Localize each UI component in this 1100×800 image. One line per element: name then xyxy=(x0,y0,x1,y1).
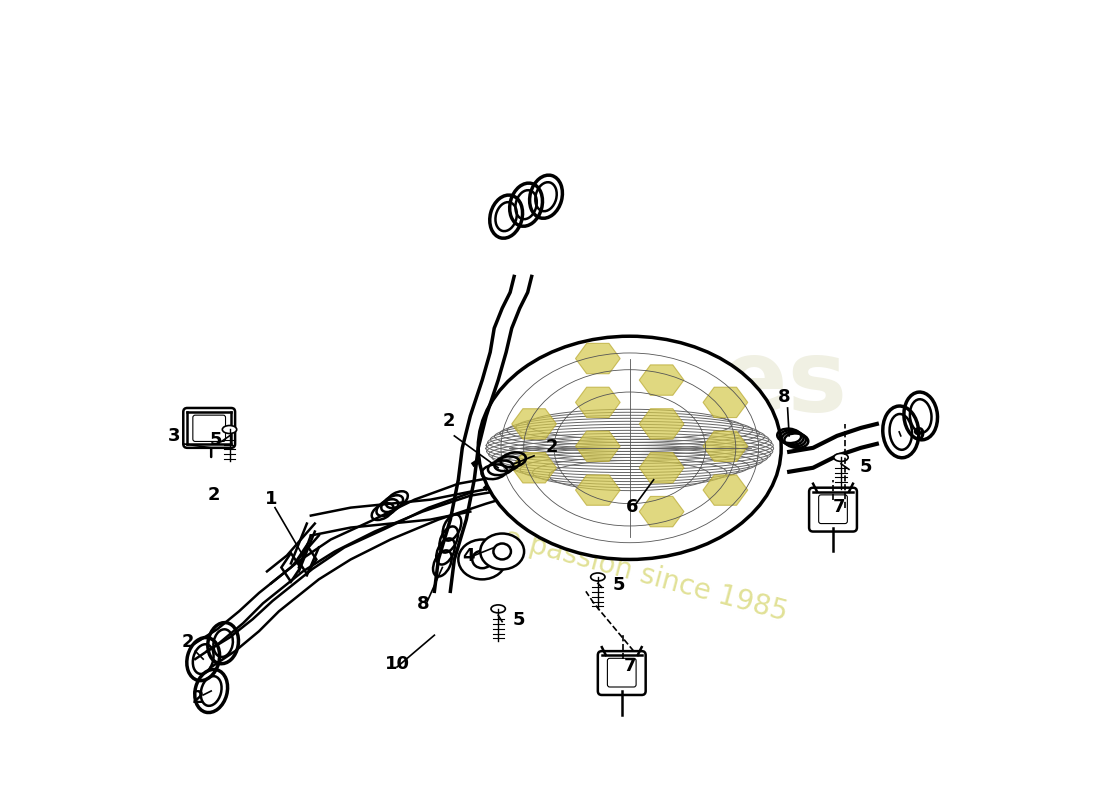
Text: 3: 3 xyxy=(167,427,179,446)
FancyBboxPatch shape xyxy=(184,408,235,448)
Polygon shape xyxy=(512,409,557,439)
Text: 5: 5 xyxy=(513,611,525,629)
Ellipse shape xyxy=(481,534,524,570)
Text: 5: 5 xyxy=(859,458,872,476)
Text: 1: 1 xyxy=(265,490,278,508)
Text: 5: 5 xyxy=(210,431,222,450)
Polygon shape xyxy=(703,431,748,462)
Text: 2: 2 xyxy=(546,438,559,456)
Polygon shape xyxy=(639,365,684,395)
Text: 4: 4 xyxy=(462,547,475,565)
Ellipse shape xyxy=(459,539,506,579)
FancyBboxPatch shape xyxy=(597,651,646,695)
Text: 7: 7 xyxy=(624,657,636,675)
Text: 2: 2 xyxy=(182,633,195,651)
Text: 2: 2 xyxy=(207,486,220,504)
Text: a passion since 1985: a passion since 1985 xyxy=(500,524,791,626)
Ellipse shape xyxy=(222,426,236,434)
Ellipse shape xyxy=(491,605,505,613)
Polygon shape xyxy=(639,409,684,439)
Polygon shape xyxy=(575,431,620,462)
Text: 2: 2 xyxy=(442,412,455,430)
Polygon shape xyxy=(512,453,557,483)
Text: 10: 10 xyxy=(385,655,410,674)
Text: 8: 8 xyxy=(417,595,429,613)
Polygon shape xyxy=(639,453,684,483)
Polygon shape xyxy=(703,475,748,506)
Text: 2: 2 xyxy=(191,689,204,707)
Ellipse shape xyxy=(591,573,605,581)
Ellipse shape xyxy=(478,336,781,559)
Ellipse shape xyxy=(834,454,848,462)
Polygon shape xyxy=(639,497,684,527)
Text: ares: ares xyxy=(603,335,847,433)
Text: 5: 5 xyxy=(613,576,625,594)
Text: 7: 7 xyxy=(833,498,846,516)
Polygon shape xyxy=(575,475,620,506)
Polygon shape xyxy=(575,387,620,418)
Polygon shape xyxy=(703,387,748,418)
Text: 6: 6 xyxy=(626,498,638,516)
Polygon shape xyxy=(575,343,620,374)
Text: 9: 9 xyxy=(912,426,924,444)
Text: 8: 8 xyxy=(778,387,791,406)
FancyBboxPatch shape xyxy=(810,488,857,531)
